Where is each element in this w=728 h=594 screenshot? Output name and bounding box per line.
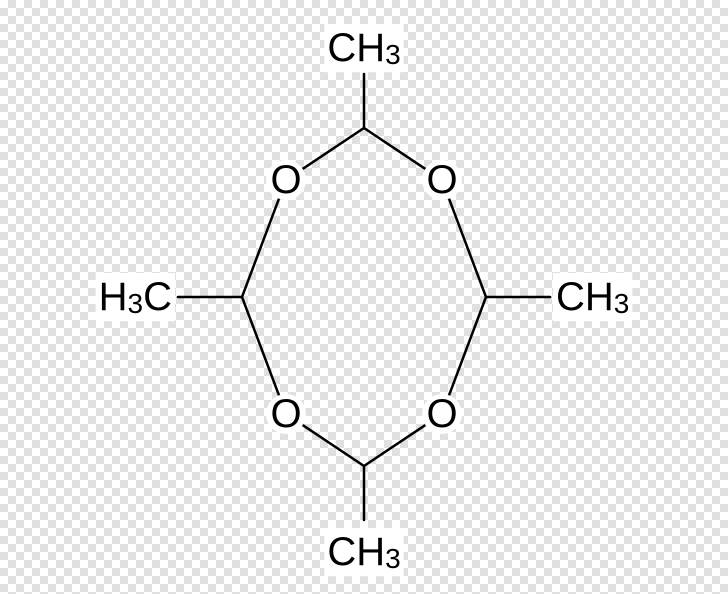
bond (242, 297, 279, 395)
atom-label: O (270, 158, 301, 202)
bond (364, 128, 425, 169)
substituent: CH3 (324, 24, 403, 72)
bond (303, 425, 364, 466)
bond (364, 425, 425, 466)
atom-label: O (426, 392, 457, 436)
bond (303, 128, 364, 169)
bond (242, 199, 279, 297)
bond (449, 199, 486, 297)
bond (449, 297, 486, 395)
substituent: CH3 (553, 273, 632, 321)
atom-label: O (426, 158, 457, 202)
substituent: CH3 (324, 528, 403, 576)
atom-label: O (270, 392, 301, 436)
bond-layer (178, 74, 550, 520)
molecule-diagram: O O O O CH3 CH3 CH3 H3C (0, 0, 728, 594)
substituent: H3C (96, 273, 175, 321)
